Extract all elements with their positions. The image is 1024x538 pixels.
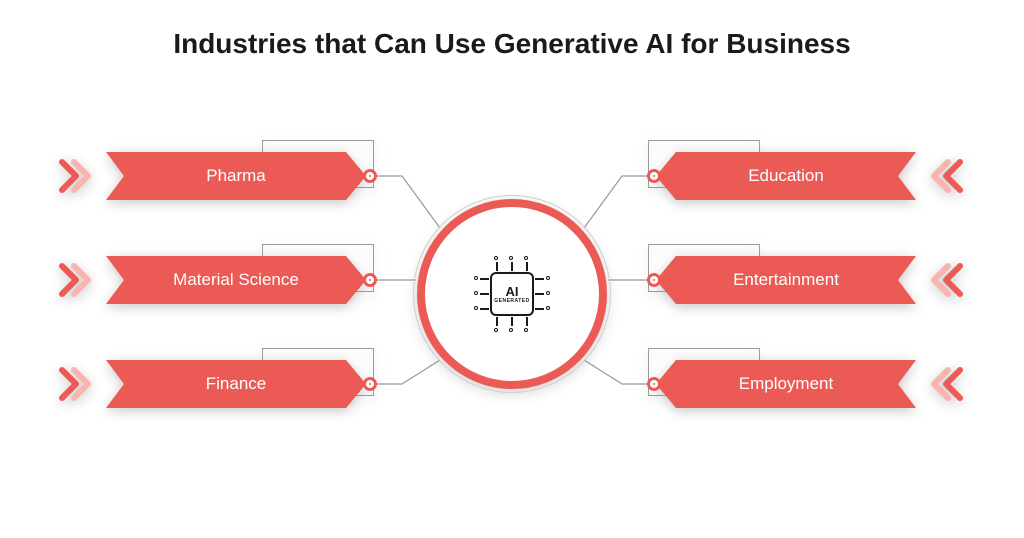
ai-chip-icon: AI GENERATED xyxy=(480,262,544,326)
industry-label: Entertainment xyxy=(656,256,916,304)
chevron-right-icon xyxy=(58,156,94,196)
page-title: Industries that Can Use Generative AI fo… xyxy=(0,0,1024,60)
industry-label: Education xyxy=(656,152,916,200)
chevron-left-icon xyxy=(928,156,964,196)
industry-entertainment: Entertainment xyxy=(656,256,916,304)
industry-label: Pharma xyxy=(106,152,366,200)
connector-dot-icon xyxy=(363,169,377,183)
chevron-left-icon xyxy=(928,364,964,404)
connector-dot-icon xyxy=(647,169,661,183)
center-node: AI GENERATED xyxy=(417,199,607,389)
industry-label: Finance xyxy=(106,360,366,408)
industry-employment: Employment xyxy=(656,360,916,408)
industry-material-science: Material Science xyxy=(106,256,366,304)
connector-dot-icon xyxy=(363,377,377,391)
chevron-left-icon xyxy=(928,260,964,300)
connector-dot-icon xyxy=(363,273,377,287)
chevron-right-icon xyxy=(58,364,94,404)
diagram-stage: Pharma Material Science Finance xyxy=(0,90,1024,538)
industry-label: Employment xyxy=(656,360,916,408)
connector-dot-icon xyxy=(647,377,661,391)
connector-dot-icon xyxy=(647,273,661,287)
industry-finance: Finance xyxy=(106,360,366,408)
industry-pharma: Pharma xyxy=(106,152,366,200)
industry-education: Education xyxy=(656,152,916,200)
industry-label: Material Science xyxy=(106,256,366,304)
chevron-right-icon xyxy=(58,260,94,300)
